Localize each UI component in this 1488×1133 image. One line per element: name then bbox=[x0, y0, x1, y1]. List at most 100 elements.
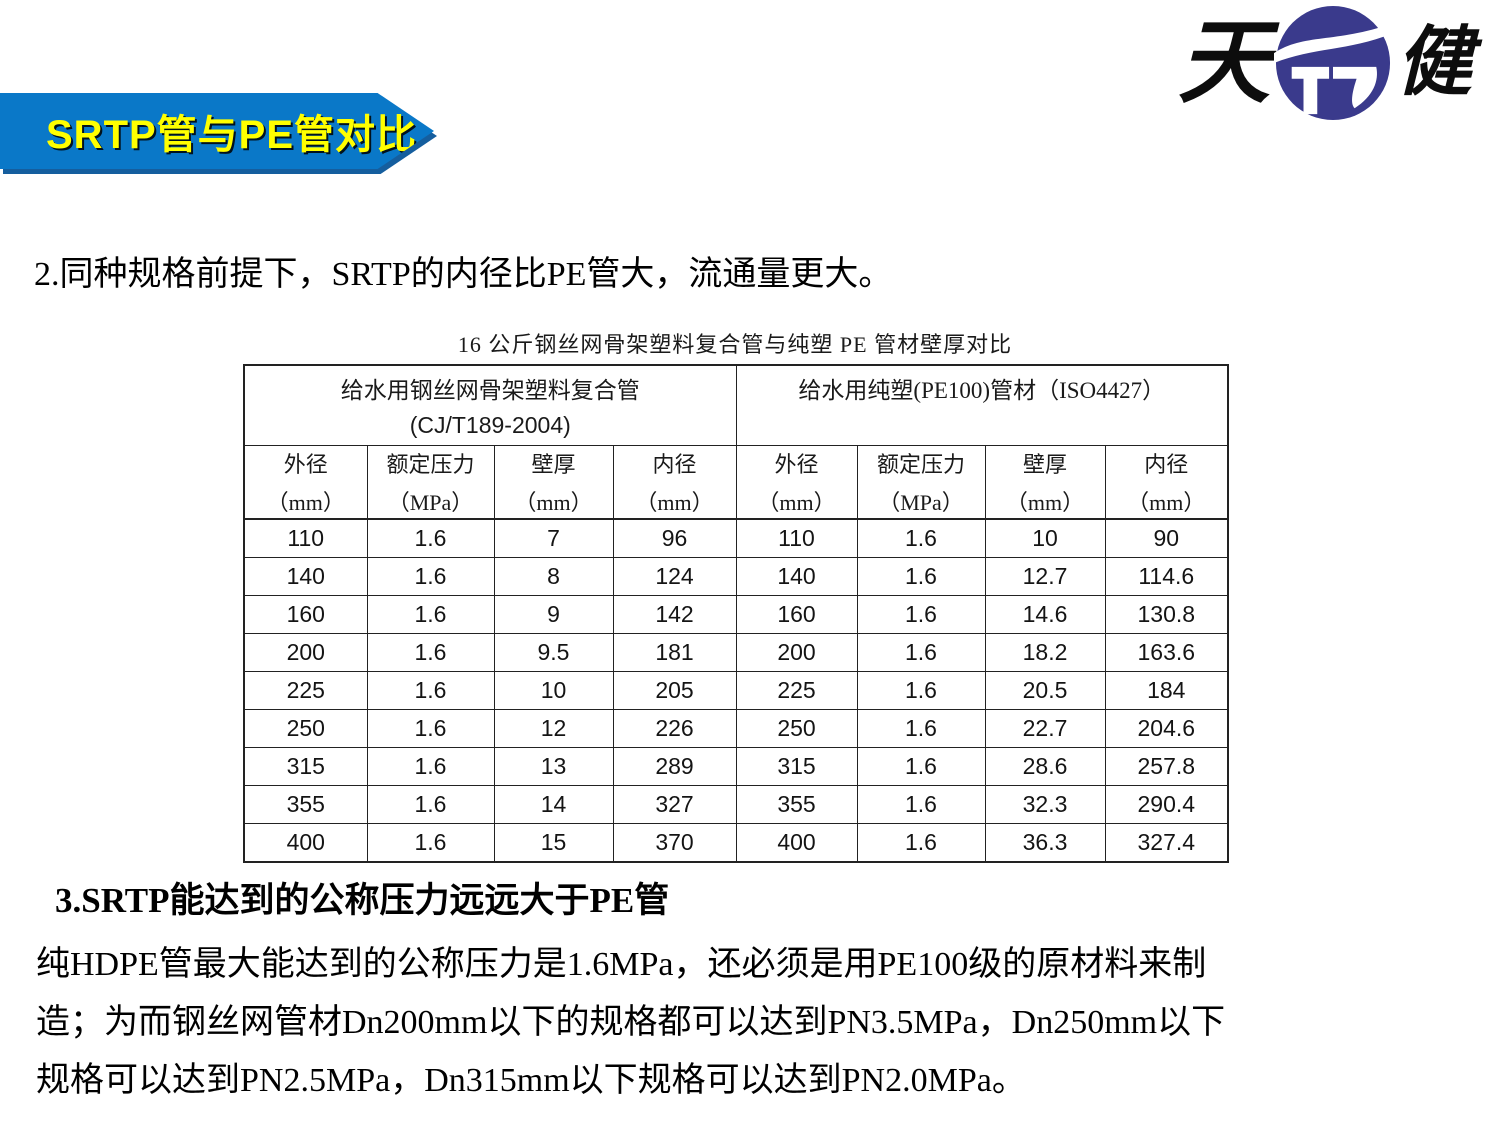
table-row: 160 1.6 9 142 160 1.6 14.6 130.8 bbox=[243, 595, 1229, 634]
table-cell-inner-diameter: 181 bbox=[612, 633, 737, 672]
point3-paragraph: 纯HDPE管最大能达到的公称压力是1.6MPa，还必须是用PE100级的原材料来… bbox=[36, 936, 1456, 1110]
table-cell: 36.3 bbox=[984, 823, 1106, 863]
table-cell-inner-diameter: 96 bbox=[612, 518, 737, 558]
table-cell-inner-diameter: 124 bbox=[612, 557, 737, 596]
table-cell-inner-diameter: 130.8 bbox=[1104, 595, 1229, 634]
table-cell: 225 bbox=[243, 671, 368, 710]
table-cell: 9.5 bbox=[493, 633, 614, 672]
table-row: 140 1.6 8 124 140 1.6 12.7 114.6 bbox=[243, 557, 1229, 596]
table-cell-inner-diameter: 163.6 bbox=[1104, 633, 1229, 672]
group-header-srtp: 给水用钢丝网骨架塑料复合管 (CJ/T189-2004) bbox=[243, 364, 737, 446]
column-header: 壁厚 （mm） bbox=[493, 445, 614, 520]
table-cell: 1.6 bbox=[856, 823, 986, 863]
paragraph-line: 纯HDPE管最大能达到的公称压力是1.6MPa，还必须是用PE100级的原材料来… bbox=[36, 946, 1207, 983]
table-cell: 200 bbox=[243, 633, 368, 672]
table-cell-inner-diameter: 290.4 bbox=[1104, 785, 1229, 824]
logo-char-tian: 天 bbox=[1177, 12, 1270, 114]
table-cell-inner-diameter: 289 bbox=[612, 747, 737, 786]
table-cell: 1.6 bbox=[856, 709, 986, 748]
comparison-table-area: 16 公斤钢丝网骨架塑料复合管与纯塑 PE 管材壁厚对比 给水用钢丝网骨架塑料复… bbox=[243, 327, 1230, 863]
table-cell: 355 bbox=[243, 785, 368, 824]
table-cell: 140 bbox=[735, 557, 858, 596]
column-label: 外径 bbox=[283, 452, 328, 477]
table-cell: 1.6 bbox=[856, 595, 986, 634]
table-cell: 1.6 bbox=[366, 747, 495, 786]
table-row: 400 1.6 15 370 400 1.6 36.3 327.4 bbox=[243, 823, 1229, 863]
column-header: 内径 （mm） bbox=[612, 445, 737, 520]
column-label: 壁厚 bbox=[531, 452, 576, 477]
column-label: 额定压力 bbox=[876, 452, 965, 477]
table-cell-inner-diameter: 90 bbox=[1104, 518, 1229, 558]
table-cell: 1.6 bbox=[856, 671, 986, 710]
column-unit: （mm） bbox=[514, 490, 593, 515]
logo-char-jian: 健 bbox=[1396, 21, 1472, 105]
table-cell: 1.6 bbox=[366, 823, 495, 863]
table-cell: 22.7 bbox=[984, 709, 1106, 748]
table-cell-inner-diameter: 327 bbox=[612, 785, 737, 824]
table-cell-inner-diameter: 257.8 bbox=[1104, 747, 1229, 786]
table-cell: 1.6 bbox=[856, 557, 986, 596]
point2-text: 2.同种规格前提下，SRTP的内径比PE管大，流通量更大。 bbox=[34, 256, 893, 293]
table-cell-inner-diameter: 370 bbox=[612, 823, 737, 863]
table-cell: 160 bbox=[243, 595, 368, 634]
table-cell: 110 bbox=[735, 518, 858, 558]
column-unit: （mm） bbox=[635, 490, 714, 515]
table-cell: 10 bbox=[493, 671, 614, 710]
table-cell: 18.2 bbox=[984, 633, 1106, 672]
group-header-pe: 给水用纯塑(PE100)管材（ISO4427） bbox=[735, 364, 1229, 446]
table-cell: 1.6 bbox=[856, 785, 986, 824]
table-column-header-row: 外径 （mm） 额定压力 （MPa） 壁厚 （mm） 内径 （mm） 外径 bbox=[243, 445, 1229, 520]
table-cell-inner-diameter: 114.6 bbox=[1104, 557, 1229, 596]
column-label: 内径 bbox=[652, 452, 697, 477]
column-header: 外径 （mm） bbox=[243, 445, 368, 520]
table-cell: 1.6 bbox=[366, 671, 495, 710]
group-header-srtp-line2: (CJ/T189-2004) bbox=[409, 412, 571, 438]
table-row: 200 1.6 9.5 181 200 1.6 18.2 163.6 bbox=[243, 633, 1229, 672]
table-cell-inner-diameter: 142 bbox=[612, 595, 737, 634]
table-cell-inner-diameter: 226 bbox=[612, 709, 737, 748]
paragraph-line: 造；为而钢丝网管材Dn200mm以下的规格都可以达到PN3.5MPa，Dn250… bbox=[36, 1004, 1226, 1041]
column-unit: （MPa） bbox=[387, 490, 474, 515]
table-cell: 12 bbox=[493, 709, 614, 748]
column-unit: （mm） bbox=[757, 490, 836, 515]
column-label: 额定压力 bbox=[386, 452, 475, 477]
company-logo: 天 健 bbox=[1178, 4, 1472, 122]
table-cell: 400 bbox=[735, 823, 858, 863]
table-cell: 10 bbox=[984, 518, 1106, 558]
group-header-srtp-line1: 给水用钢丝网骨架塑料复合管 bbox=[340, 378, 640, 403]
table-cell: 250 bbox=[735, 709, 858, 748]
column-unit: （mm） bbox=[266, 490, 345, 515]
table-cell: 355 bbox=[735, 785, 858, 824]
table-cell: 1.6 bbox=[366, 633, 495, 672]
table-cell: 28.6 bbox=[984, 747, 1106, 786]
table-cell: 1.6 bbox=[366, 557, 495, 596]
column-header: 外径 （mm） bbox=[735, 445, 858, 520]
table-row: 315 1.6 13 289 315 1.6 28.6 257.8 bbox=[243, 747, 1229, 786]
table-cell: 20.5 bbox=[984, 671, 1106, 710]
table-cell: 315 bbox=[735, 747, 858, 786]
table-cell: 1.6 bbox=[856, 633, 986, 672]
table-cell: 200 bbox=[735, 633, 858, 672]
table-row: 250 1.6 12 226 250 1.6 22.7 204.6 bbox=[243, 709, 1229, 748]
paragraph-line: 规格可以达到PN2.5MPa，Dn315mm以下规格可以达到PN2.0MPa。 bbox=[36, 1062, 1026, 1099]
table-cell: 160 bbox=[735, 595, 858, 634]
table-cell: 15 bbox=[493, 823, 614, 863]
table-cell: 315 bbox=[243, 747, 368, 786]
table-cell-inner-diameter: 205 bbox=[612, 671, 737, 710]
table-cell: 7 bbox=[493, 518, 614, 558]
table-cell: 1.6 bbox=[856, 518, 986, 558]
table-group-header-row: 给水用钢丝网骨架塑料复合管 (CJ/T189-2004) 给水用纯塑(PE100… bbox=[243, 364, 1229, 446]
table-row: 225 1.6 10 205 225 1.6 20.5 184 bbox=[243, 671, 1229, 710]
table-title: 16 公斤钢丝网骨架塑料复合管与纯塑 PE 管材壁厚对比 bbox=[457, 332, 1013, 357]
column-label: 壁厚 bbox=[1022, 452, 1067, 477]
column-header: 壁厚 （mm） bbox=[984, 445, 1106, 520]
table-cell: 250 bbox=[243, 709, 368, 748]
table-cell: 1.6 bbox=[366, 518, 495, 558]
column-header: 额定压力 （MPa） bbox=[366, 445, 495, 520]
table-row: 110 1.6 7 96 110 1.6 10 90 bbox=[243, 518, 1229, 558]
table-cell: 32.3 bbox=[984, 785, 1106, 824]
column-header: 内径 （mm） bbox=[1104, 445, 1229, 520]
table-cell-inner-diameter: 327.4 bbox=[1104, 823, 1229, 863]
column-header: 额定压力 （MPa） bbox=[856, 445, 986, 520]
